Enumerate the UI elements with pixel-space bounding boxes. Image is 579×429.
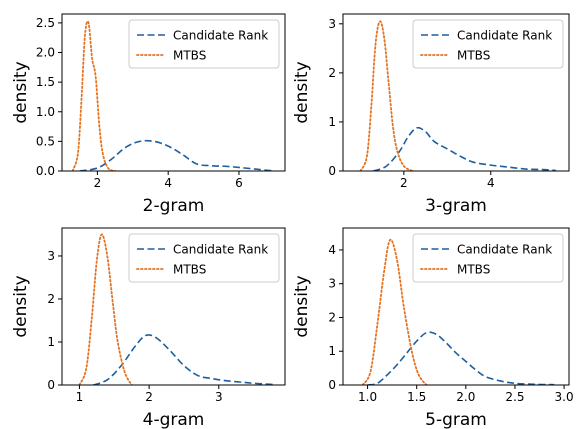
y-tick-label: 0 <box>328 378 336 392</box>
axes-frame <box>342 227 570 386</box>
series-candidate-rank-line <box>373 126 557 171</box>
legend-entry: MTBS <box>457 49 490 63</box>
y-axis-label: density <box>292 275 312 337</box>
legend-box <box>412 19 564 69</box>
axes-frame <box>342 13 570 172</box>
y-tick-label: 2 <box>328 66 336 80</box>
x-tick-label: 6 <box>235 176 243 190</box>
y-tick-label: 0 <box>328 164 336 178</box>
y-tick-label: 3 <box>328 277 336 291</box>
subplot-3: 1 2 3 0 1 2 3 4-gram density Candidate Rank MTBS <box>11 227 286 429</box>
y-tick-label: 2 <box>328 310 336 324</box>
y-tick-label: 1.5 <box>36 75 55 89</box>
axes-frame <box>61 227 286 386</box>
x-tick-label: 2 <box>145 390 153 404</box>
x-tick-label: 2.5 <box>505 390 524 404</box>
y-tick-label: 3 <box>328 17 336 31</box>
subplot-2: 2 4 0 1 2 3 3-gram density Candidate Rank MTBS <box>292 13 570 216</box>
x-tick-label: 3.0 <box>555 390 574 404</box>
y-tick-label: 0 <box>47 378 55 392</box>
x-axis-label: 5-gram <box>425 410 487 429</box>
x-tick-label: 4 <box>164 176 172 190</box>
y-tick-label: 0.0 <box>36 164 55 178</box>
x-axis-label: 3-gram <box>425 196 487 216</box>
legend-entry: Candidate Rank <box>173 243 268 257</box>
series-mtbs-line <box>71 20 116 171</box>
legend-entry: Candidate Rank <box>457 29 552 43</box>
x-axis-label: 2-gram <box>143 196 205 216</box>
y-tick-label: 2 <box>47 292 55 306</box>
series-mtbs-line <box>78 233 133 385</box>
x-tick-label: 2 <box>94 176 102 190</box>
legend-box <box>128 19 280 69</box>
x-tick-label: 2 <box>400 176 408 190</box>
y-tick-label: 1.0 <box>36 105 55 119</box>
y-tick-label: 1 <box>328 115 336 129</box>
x-tick-label: 2.0 <box>456 390 475 404</box>
y-axis-label: density <box>11 275 31 337</box>
y-tick-label: 4 <box>328 243 336 257</box>
x-tick-label: 4 <box>487 176 495 190</box>
series-candidate-rank-line <box>367 331 555 385</box>
legend: Candidate Rank MTBS <box>128 233 280 283</box>
legend-entry: Candidate Rank <box>173 29 268 43</box>
axes-frame <box>61 13 286 172</box>
y-tick-label: 2.5 <box>36 16 55 30</box>
x-axis-label: 4-gram <box>143 410 205 429</box>
series-candidate-rank-line <box>79 139 275 171</box>
x-tick-label: 3 <box>215 390 223 404</box>
x-tick-label: 1.5 <box>407 390 426 404</box>
legend-entry: MTBS <box>457 263 490 277</box>
subplot-4: 1.0 1.5 2.0 2.5 3.0 0 1 2 3 4 5-gram density Candida… <box>292 227 574 429</box>
y-tick-label: 1 <box>47 335 55 349</box>
legend-box <box>412 233 564 283</box>
legend: Candidate Rank MTBS <box>412 233 564 283</box>
legend-entry: Candidate Rank <box>457 243 552 257</box>
x-tick-label: 1.0 <box>358 390 377 404</box>
legend-box <box>128 233 280 283</box>
legend: Candidate Rank MTBS <box>412 19 564 69</box>
y-tick-label: 2.0 <box>36 46 55 60</box>
series-mtbs-line <box>359 20 414 171</box>
y-axis-label: density <box>292 61 312 123</box>
y-tick-label: 1 <box>328 344 336 358</box>
legend-entry: MTBS <box>173 49 206 63</box>
legend-entry: MTBS <box>173 263 206 277</box>
series-mtbs-line <box>361 238 428 385</box>
legend: Candidate Rank MTBS <box>128 19 280 69</box>
x-tick-label: 1 <box>76 390 84 404</box>
y-tick-label: 3 <box>47 249 55 263</box>
y-tick-label: 0.5 <box>36 134 55 148</box>
subplot-1: 2 4 6 0.0 0.5 1.0 1.5 2.0 2.5 2-gram density Candid… <box>11 13 286 216</box>
y-axis-label: density <box>11 61 31 123</box>
